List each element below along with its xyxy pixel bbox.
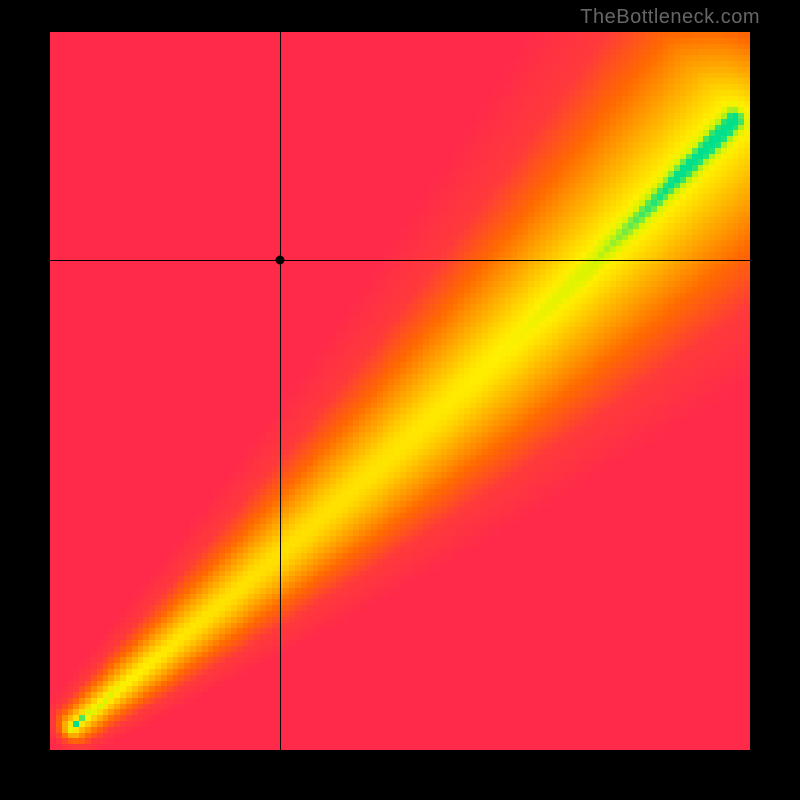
crosshair-marker-dot — [275, 256, 284, 265]
watermark-text: TheBottleneck.com — [580, 6, 760, 29]
crosshair-horizontal — [50, 260, 750, 261]
plot-area — [50, 32, 750, 750]
crosshair-vertical — [280, 32, 281, 750]
heatmap-canvas — [50, 32, 750, 750]
